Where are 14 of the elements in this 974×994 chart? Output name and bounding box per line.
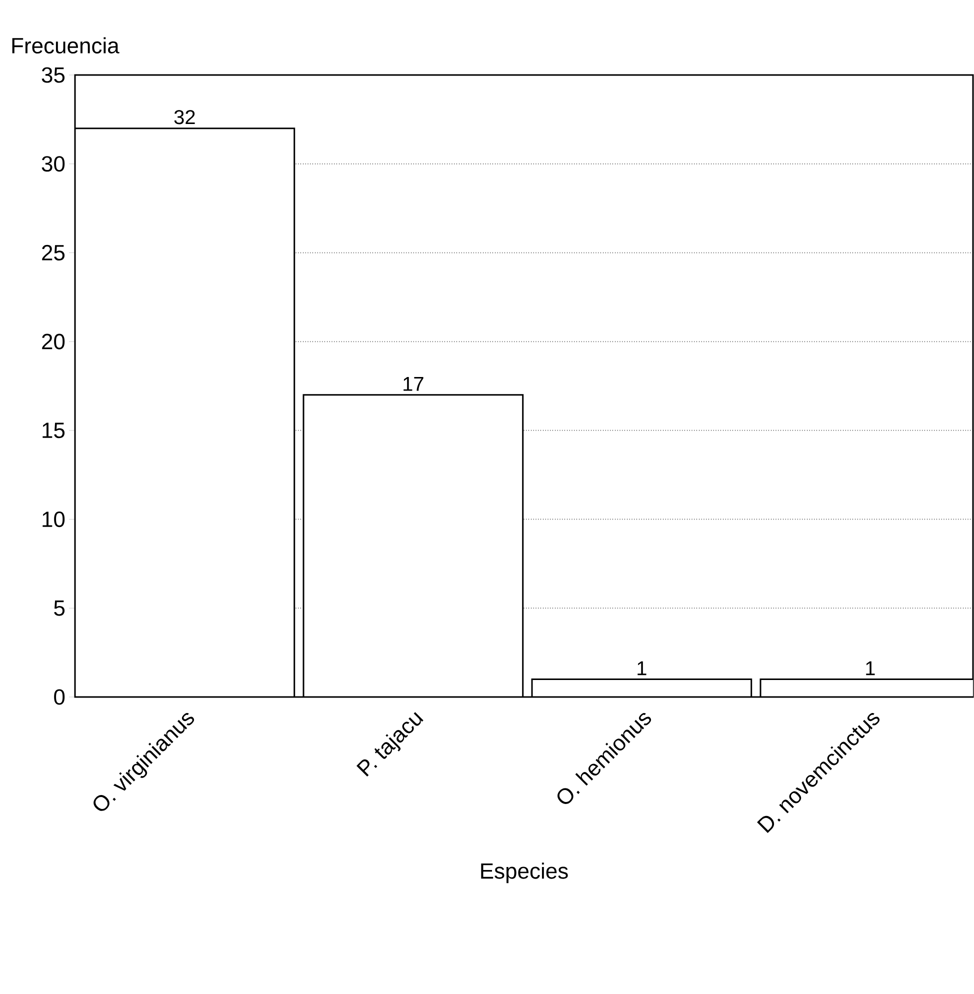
y-tick-label: 30: [42, 156, 65, 172]
y-tick-label: 15: [42, 422, 65, 438]
y-tick-label: 20: [42, 334, 65, 350]
y-tick-label: 35: [42, 67, 65, 83]
data-label: 32: [174, 110, 195, 124]
data-label: 1: [866, 661, 875, 676]
x-axis-title: Especies: [481, 862, 568, 884]
y-tick-label: 25: [42, 244, 65, 261]
y-tick-label: 10: [42, 511, 65, 528]
y-axis-title: Frecuencia: [12, 37, 120, 54]
data-label: 1: [638, 661, 646, 676]
data-label: 17: [404, 377, 424, 391]
y-tick-label: 0: [54, 689, 65, 705]
y-tick-label: 5: [54, 600, 65, 616]
